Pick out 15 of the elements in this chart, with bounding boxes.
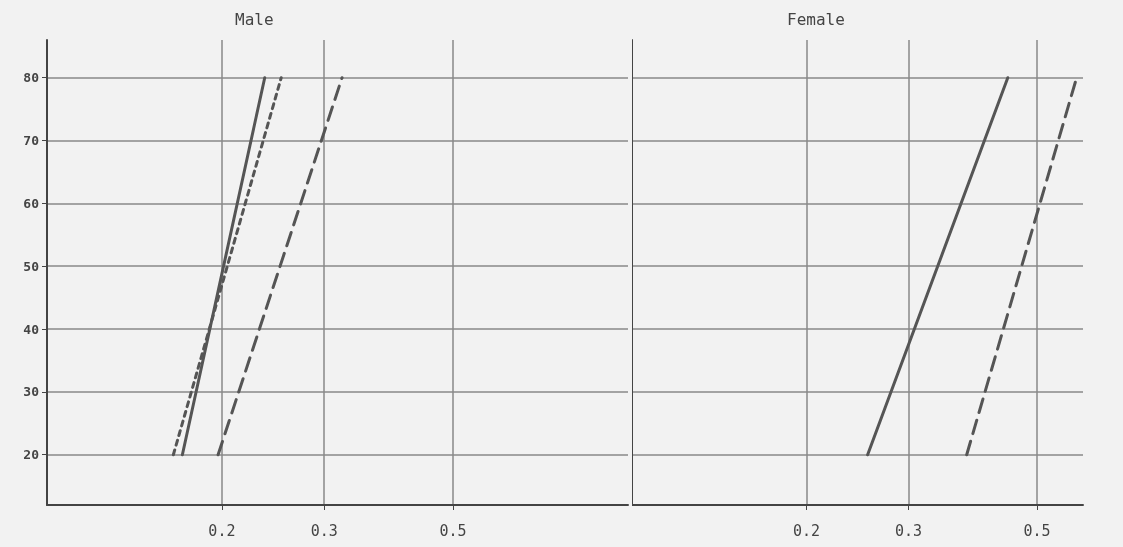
chart-title: Female [787,9,845,29]
y-tick-label: 30 [23,384,40,400]
y-tick-label: 80 [23,70,40,86]
chart-title: Male [235,9,274,29]
y-tick-label: 20 [23,447,40,463]
x-tick-label: 0.5 [1023,521,1051,540]
y-tick-label: 70 [23,133,40,149]
x-tick-label: 0.5 [439,521,467,540]
y-tick-label: 40 [23,321,40,337]
x-tick-label: 0.2 [208,521,236,540]
y-tick-label: 50 [23,258,40,274]
x-tick-label: 0.3 [310,521,338,540]
x-tick-label: 0.3 [894,521,923,540]
x-tick-label: 0.2 [792,521,821,540]
y-tick-label: 60 [23,195,40,211]
